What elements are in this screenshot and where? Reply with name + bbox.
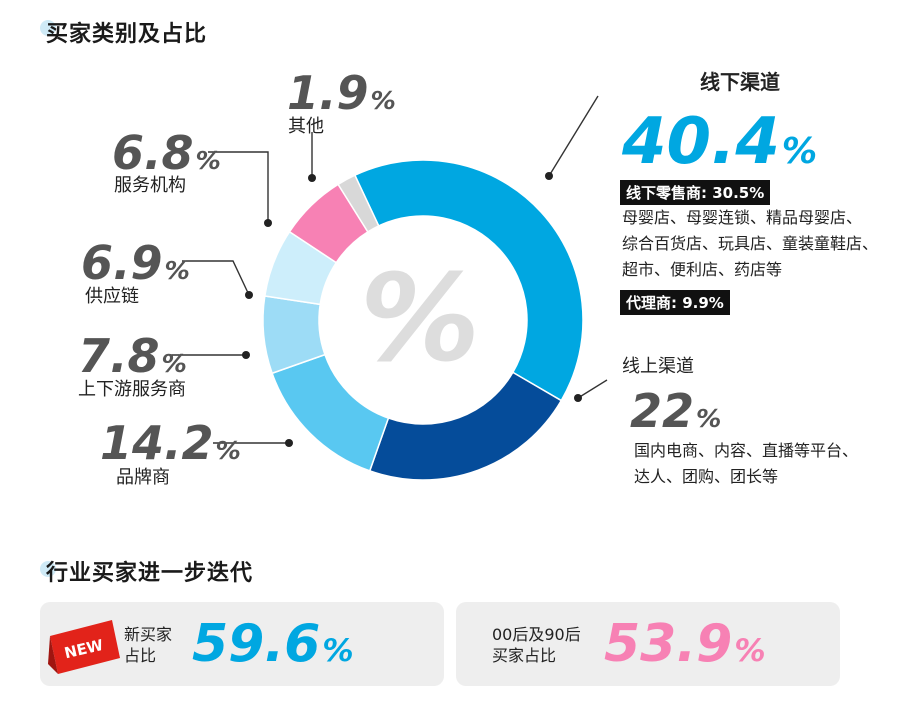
title-dot-2: [40, 561, 56, 577]
slice-value-service: 6.8%: [112, 126, 221, 180]
slice-label-supply: 供应链: [85, 286, 139, 307]
leader-line-online: [577, 379, 608, 399]
leader-line-offline: [548, 95, 599, 177]
young-buyer-value: 53.9%: [604, 614, 766, 674]
new-buyer-card: NEW 新买家 占比 59.6%: [40, 602, 444, 686]
offline-agent-badge: 代理商: 9.9%: [620, 290, 730, 315]
leader-dot-online: [574, 394, 582, 402]
donut-slice-other: [337, 174, 380, 233]
center-percent-symbol: %: [360, 250, 480, 389]
donut-slice-offline: [353, 159, 584, 402]
leader-dot-offline: [545, 172, 553, 180]
slice-value-offline: 40.4%: [622, 105, 818, 179]
leader-dot-brand: [285, 439, 293, 447]
slice-label-brand: 品牌商: [116, 467, 170, 488]
slice-value-online: 22%: [630, 384, 722, 438]
slice-label-upstream: 上下游服务商: [78, 379, 186, 400]
leader-dot-other: [308, 174, 316, 182]
young-buyer-card: 00后及90后 买家占比 53.9%: [456, 602, 840, 686]
leader-dot-service: [264, 219, 272, 227]
new-buyer-value: 59.6%: [192, 614, 354, 674]
slice-label-service: 服务机构: [114, 175, 186, 196]
slice-value-other: 1.9%: [287, 66, 396, 120]
young-buyer-label: 00后及90后 买家占比: [492, 625, 581, 665]
offline-retail-desc: 母婴店、母婴连锁、精品母婴店、 综合百货店、玩具店、童装童鞋店、 超市、便利店、…: [622, 208, 879, 279]
leader-dot-upstream: [242, 351, 250, 359]
slice-value-brand: 14.2%: [100, 416, 241, 470]
leader-line-supply: [182, 260, 250, 296]
new-buyer-label: 新买家 占比: [124, 625, 173, 665]
section-title-buyer-iteration: 行业买家进一步迭代: [46, 561, 254, 586]
online-desc: 国内电商、内容、直播等平台、 达人、团购、团长等: [634, 441, 859, 486]
leader-dot-supply: [245, 291, 253, 299]
slice-value-upstream: 7.8%: [78, 329, 187, 383]
section-title-buyer-categories: 买家类别及占比: [46, 22, 208, 47]
slice-label-offline: 线下渠道: [700, 70, 780, 94]
slice-label-other: 其他: [288, 116, 324, 137]
slice-value-supply: 6.9%: [81, 236, 190, 290]
title-dot: [40, 20, 56, 36]
new-badge: NEW: [48, 620, 120, 674]
leader-line-service: [208, 151, 269, 223]
slice-label-online: 线上渠道: [622, 356, 694, 377]
offline-retail-badge: 线下零售商: 30.5%: [620, 180, 771, 205]
